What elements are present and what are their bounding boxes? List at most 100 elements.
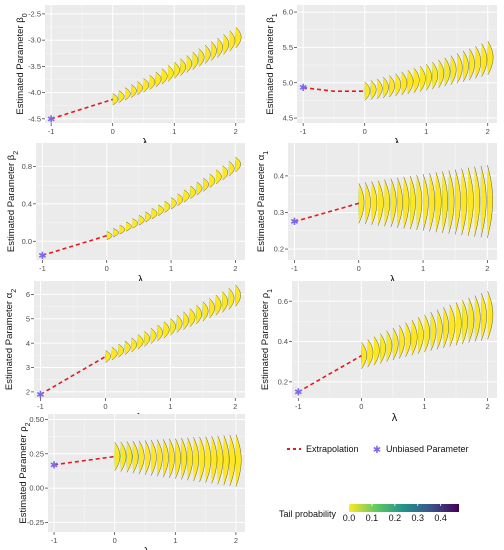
y-tick-label: 0.25 — [29, 449, 44, 458]
density-lambda-1.8 — [475, 45, 481, 79]
y-tick-label: 0.4 — [274, 172, 284, 181]
density-lambda-1.3 — [444, 57, 451, 87]
legend-tail-title: Tail probability — [279, 509, 337, 519]
y-tick-label: 0.50 — [29, 415, 44, 424]
density-lambda-0.3 — [380, 333, 386, 364]
density-lambda-0.4 — [386, 330, 393, 362]
density-lambda-2.0 — [487, 40, 494, 76]
density-lambda-1.9 — [229, 30, 236, 52]
density-lambda-0.7 — [150, 328, 157, 344]
density-lambda-0.3 — [125, 221, 132, 232]
density-lambda-0.7 — [151, 208, 158, 220]
panel-background — [36, 143, 245, 260]
x-axis-label: λ — [392, 412, 398, 424]
density-lambda-1.7 — [468, 297, 475, 343]
density-lambda-0.3 — [124, 340, 131, 355]
y-tick-label: 0.6 — [278, 297, 288, 306]
x-tick-label: -1 — [37, 402, 44, 411]
y-axis-label: Estimated Parameter β1 — [265, 13, 279, 114]
density-lambda-0.9 — [164, 201, 171, 213]
density-lambda-1.5 — [455, 169, 461, 235]
density-lambda-0.9 — [417, 317, 424, 354]
x-tick-label: 2 — [485, 402, 489, 411]
y-tick-label: 0.8 — [22, 162, 32, 171]
density-lambda-0.4 — [132, 218, 138, 229]
density-lambda-0.4 — [389, 75, 395, 98]
density-lambda-0.4 — [131, 337, 137, 353]
density-lambda-2.0 — [235, 434, 242, 487]
x-axis-label: λ — [144, 546, 150, 550]
x-tick-label: 1 — [169, 264, 173, 273]
density-lambda-0.5 — [143, 78, 149, 93]
panel-background — [48, 414, 245, 532]
x-tick-label: 1 — [421, 264, 425, 273]
density-lambda-1.1 — [432, 61, 438, 90]
y-tick-label: -3.0 — [28, 36, 41, 45]
density-lambda-1.5 — [205, 436, 212, 483]
density-lambda-1.7 — [217, 435, 224, 485]
tail-tick-label: 0.1 — [366, 513, 379, 523]
tail-tick-label: 0.2 — [389, 513, 402, 523]
y-tick-label: 0.0 — [22, 237, 32, 246]
density-lambda-1.6 — [211, 436, 218, 484]
y-tick-label: -2.5 — [28, 10, 41, 19]
density-lambda-0.0 — [364, 81, 371, 101]
density-lambda-1.2 — [438, 59, 445, 88]
density-lambda-0.5 — [144, 440, 151, 475]
density-lambda-1.3 — [193, 437, 199, 482]
density-lambda-1.7 — [467, 167, 474, 236]
x-tick-label: 2 — [234, 127, 238, 136]
density-lambda-1.8 — [474, 166, 480, 237]
density-lambda-0.8 — [161, 68, 168, 85]
density-lambda-0.7 — [403, 176, 410, 229]
density-lambda-2.0 — [487, 164, 493, 239]
density-lambda-0.0 — [114, 442, 121, 471]
y-axis-label: Estimated Parameter ρ2 — [18, 422, 32, 523]
x-tick-label: 2 — [486, 127, 490, 136]
density-lambda-1.5 — [456, 53, 463, 84]
x-tick-label: -1 — [39, 264, 46, 273]
y-tick-label: 0.4 — [22, 199, 32, 208]
extrapolation-line — [40, 355, 106, 396]
density-lambda-1.4 — [199, 436, 206, 483]
density-lambda-0.1 — [365, 182, 371, 225]
y-tick-label: 2 — [26, 388, 30, 397]
y-tick-label: 0.4 — [278, 337, 288, 346]
density-lambda-0.2 — [373, 336, 380, 366]
density-lambda-1.1 — [180, 58, 186, 76]
density-lambda-0.4 — [137, 81, 143, 96]
density-lambda-1.5 — [455, 302, 462, 346]
y-tick-label: 4 — [26, 339, 30, 348]
tail-tick-label: 0.0 — [343, 513, 356, 523]
density-lambda-1.3 — [443, 307, 449, 349]
x-tick-label: -1 — [51, 536, 58, 545]
y-tick-label: -0.25 — [27, 518, 44, 527]
density-lambda-0.9 — [163, 321, 170, 339]
density-lambda-1.5 — [202, 301, 209, 322]
x-tick-label: 0 — [113, 536, 117, 545]
density-lambda-1.8 — [223, 435, 230, 486]
density-lambda-1.7 — [469, 48, 475, 81]
extrapolation-line — [297, 354, 362, 393]
x-tick-label: 1 — [422, 402, 426, 411]
density-lambda-0.4 — [138, 440, 145, 475]
density-lambda-0.2 — [376, 78, 383, 100]
panel-beta2: -1 0 1 2 0.0 0.4 0.8 ✱ λ Estimated Parameter β2 — [6, 143, 245, 286]
density-lambda-0.8 — [410, 175, 416, 230]
density-lambda-0.9 — [419, 66, 426, 92]
density-lambda-0.5 — [138, 215, 145, 226]
density-lambda-0.1 — [118, 90, 125, 103]
y-axis-label: Estimated Parameter β2 — [6, 151, 20, 252]
density-lambda-1.6 — [209, 298, 215, 319]
y-axis-label: Estimated Parameter β0 — [15, 13, 29, 114]
density-lambda-1.0 — [422, 174, 429, 231]
density-lambda-2.0 — [235, 284, 241, 307]
x-tick-label: 0 — [105, 264, 109, 273]
x-tick-label: 2 — [233, 402, 237, 411]
density-lambda-1.5 — [204, 44, 211, 64]
density-lambda-0.9 — [416, 174, 423, 231]
y-tick-label: -4.0 — [28, 88, 41, 97]
